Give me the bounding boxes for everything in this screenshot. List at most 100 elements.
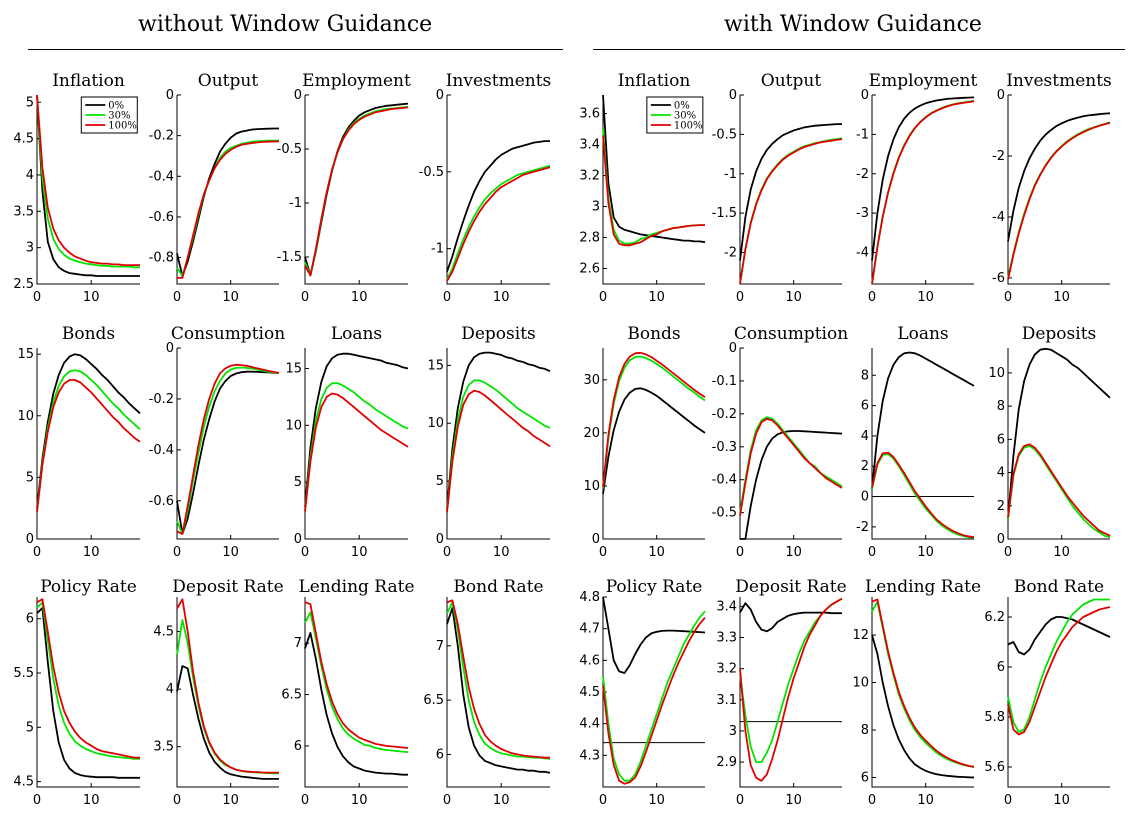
panel-title: Inflation (618, 71, 691, 91)
y-tick-label: -0.8 (149, 251, 174, 266)
axis-lines (446, 348, 550, 540)
series-line-30pct (1007, 598, 1110, 733)
panel-title: Policy Rate (606, 577, 703, 597)
x-tick-label: 10 (917, 793, 934, 808)
y-tick-label: 4.5 (579, 685, 600, 700)
y-tick-label: -0.4 (149, 169, 174, 184)
series-line-0pct (1007, 112, 1111, 242)
x-tick-label: 0 (868, 793, 876, 808)
x-tick-label: 0 (599, 290, 607, 305)
y-tick-label: 3.5 (13, 204, 34, 219)
chart-panel-17: Policy Rate 4.5 5 5.5 6 0 10 (13, 577, 140, 808)
panel-title: Consumption (734, 324, 848, 344)
series-line-30pct (739, 416, 843, 513)
panel-title: Consumption (171, 324, 285, 344)
series-line-100pct (739, 138, 843, 285)
series-line-30pct (176, 366, 280, 535)
x-tick-label: 0 (173, 793, 181, 808)
series-line-100pct (1007, 121, 1111, 280)
chart-panel-9: Bonds 0 5 10 15 0 10 (17, 324, 141, 560)
x-tick-label: 10 (351, 793, 368, 808)
series-line-0pct (1007, 616, 1111, 656)
y-tick-label: 10 (427, 416, 444, 431)
y-tick-label: 3.4 (716, 599, 737, 614)
x-tick-label: 0 (599, 545, 607, 560)
series-line-0pct (304, 632, 408, 776)
y-tick-label: 0 (294, 88, 302, 103)
y-tick-label: 5 (294, 475, 302, 490)
x-tick-label: 10 (351, 545, 368, 560)
x-tick-label: 0 (736, 545, 744, 560)
series-line-30pct (176, 619, 279, 775)
y-tick-label: 2.8 (579, 231, 600, 246)
x-tick-label: 0 (173, 290, 181, 305)
y-tick-label: -0.6 (149, 210, 174, 225)
series-line-100pct (602, 351, 706, 488)
y-tick-label: -0.2 (712, 407, 737, 422)
series-line-0pct (176, 665, 279, 780)
y-tick-label: -0.3 (712, 440, 737, 455)
y-tick-label: 2 (997, 499, 1005, 514)
panel-title: Policy Rate (40, 577, 137, 597)
panel-title: Output (761, 71, 822, 91)
legend-label: 100% (108, 121, 137, 132)
y-tick-label: 3 (26, 241, 34, 256)
y-tick-label: 4 (26, 168, 34, 183)
y-tick-label: 0 (294, 532, 302, 547)
series-line-100pct (176, 363, 280, 535)
series-line-100pct (176, 598, 279, 774)
y-tick-label: 8 (997, 399, 1005, 414)
y-tick-label: -1 (289, 196, 302, 211)
panel-title: Deposits (461, 324, 536, 344)
chart-panel-6: Output -2 -1.5 -1 -0.5 0 0 10 (712, 71, 843, 305)
axis-lines (176, 348, 279, 540)
y-tick-label: 6.5 (423, 693, 444, 708)
y-tick-label: 0 (997, 88, 1005, 103)
y-tick-label: -3 (856, 206, 869, 221)
panel-title: Investments (1006, 71, 1112, 91)
x-tick-label: 0 (868, 545, 876, 560)
series-line-100pct (446, 599, 550, 759)
group-rule-right (593, 49, 1125, 50)
series-line-30pct (446, 601, 551, 760)
series-line-30pct (304, 382, 409, 511)
panel-title: Inflation (52, 71, 125, 91)
x-tick-label: 10 (1053, 545, 1070, 560)
y-tick-label: 6 (861, 399, 869, 414)
axis-lines (739, 95, 842, 285)
chart-panel-19: Lending Rate 6 6.5 7 0 10 (281, 577, 414, 808)
x-tick-label: 0 (1004, 793, 1012, 808)
axis-lines (304, 95, 408, 285)
x-tick-label: 10 (1053, 793, 1070, 808)
series-line-0pct (1007, 347, 1111, 520)
y-tick-label: -4 (856, 246, 869, 261)
x-tick-label: 0 (301, 290, 309, 305)
y-tick-label: 5 (26, 95, 34, 110)
y-tick-label: 2 (861, 459, 869, 474)
y-tick-label: -0.6 (149, 494, 174, 509)
y-tick-label: 5.5 (13, 666, 34, 681)
x-tick-label: 0 (1004, 290, 1012, 305)
x-tick-label: 0 (736, 290, 744, 305)
series-line-30pct (871, 453, 975, 539)
series-line-30pct (871, 600, 975, 768)
y-tick-label: -1 (431, 242, 444, 257)
x-tick-label: 10 (648, 793, 665, 808)
axis-lines (1007, 348, 1110, 540)
y-tick-label: 4.5 (13, 775, 34, 790)
series-line-100pct (36, 379, 141, 513)
series-line-0pct (602, 387, 706, 495)
series-line-0pct (176, 127, 279, 277)
series-line-100pct (177, 140, 280, 279)
y-tick-label: 0 (861, 88, 869, 103)
y-tick-label: 6.5 (281, 688, 302, 703)
series-line-30pct (36, 94, 140, 269)
y-tick-label: 15 (427, 358, 444, 373)
chart-panel-14: Consumption -0.5 -0.4 -0.3 -0.2 -0.1 0 0 10 (712, 324, 849, 560)
series-line-0pct (871, 351, 975, 490)
y-tick-label: 6 (861, 771, 869, 786)
x-tick-label: 10 (493, 545, 510, 560)
